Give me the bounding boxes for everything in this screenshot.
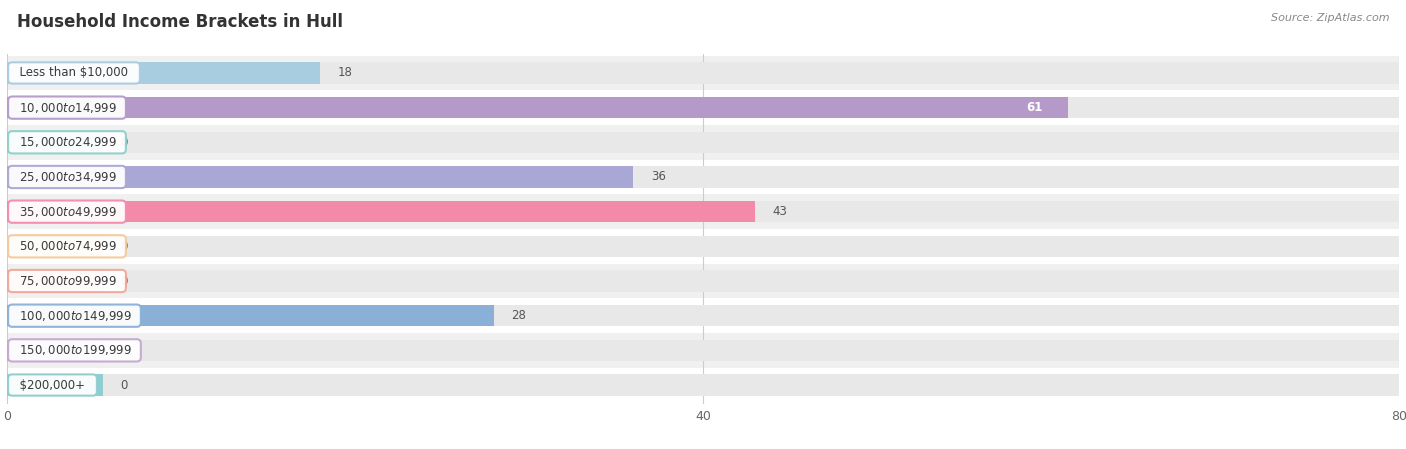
Bar xyxy=(7,339,1399,361)
Bar xyxy=(7,194,1399,229)
Text: 28: 28 xyxy=(512,309,526,322)
Bar xyxy=(7,270,1399,292)
Text: 61: 61 xyxy=(1026,101,1042,114)
Bar xyxy=(7,62,321,84)
Text: 0: 0 xyxy=(120,240,128,253)
Bar xyxy=(7,298,1399,333)
Bar xyxy=(7,160,1399,194)
Bar xyxy=(7,374,103,396)
Text: $15,000 to $24,999: $15,000 to $24,999 xyxy=(13,135,122,150)
Bar xyxy=(7,125,1399,160)
Text: Less than $10,000: Less than $10,000 xyxy=(13,66,136,79)
Text: 0: 0 xyxy=(120,344,128,357)
Text: $75,000 to $99,999: $75,000 to $99,999 xyxy=(13,274,122,288)
Bar xyxy=(7,132,103,153)
Text: $150,000 to $199,999: $150,000 to $199,999 xyxy=(13,343,136,357)
Text: $100,000 to $149,999: $100,000 to $149,999 xyxy=(13,308,136,323)
Text: $25,000 to $34,999: $25,000 to $34,999 xyxy=(13,170,122,184)
Bar xyxy=(7,56,1399,90)
Text: $10,000 to $14,999: $10,000 to $14,999 xyxy=(13,101,122,114)
Bar xyxy=(7,368,1399,402)
Bar xyxy=(7,90,1399,125)
Bar xyxy=(7,333,1399,368)
Bar xyxy=(7,97,1399,119)
Text: 36: 36 xyxy=(651,171,665,184)
Bar xyxy=(7,201,1399,222)
Bar xyxy=(7,97,1069,119)
Bar xyxy=(7,62,1399,84)
Bar xyxy=(7,229,1399,264)
Bar xyxy=(7,236,1399,257)
Bar xyxy=(7,132,1399,153)
Text: $35,000 to $49,999: $35,000 to $49,999 xyxy=(13,205,122,219)
Text: 0: 0 xyxy=(120,136,128,149)
Text: 0: 0 xyxy=(120,274,128,287)
Text: $200,000+: $200,000+ xyxy=(13,379,93,392)
Text: 43: 43 xyxy=(773,205,787,218)
Bar xyxy=(7,166,1399,188)
Text: $50,000 to $74,999: $50,000 to $74,999 xyxy=(13,239,122,253)
Bar xyxy=(7,339,103,361)
Bar xyxy=(7,305,1399,326)
Bar xyxy=(7,270,103,292)
Text: Household Income Brackets in Hull: Household Income Brackets in Hull xyxy=(17,13,343,31)
Text: Source: ZipAtlas.com: Source: ZipAtlas.com xyxy=(1271,13,1389,23)
Bar xyxy=(7,305,495,326)
Bar xyxy=(7,264,1399,298)
Text: 18: 18 xyxy=(337,66,353,79)
Bar xyxy=(7,374,1399,396)
Bar xyxy=(7,236,103,257)
Bar xyxy=(7,166,633,188)
Text: 0: 0 xyxy=(120,379,128,392)
Bar xyxy=(7,201,755,222)
